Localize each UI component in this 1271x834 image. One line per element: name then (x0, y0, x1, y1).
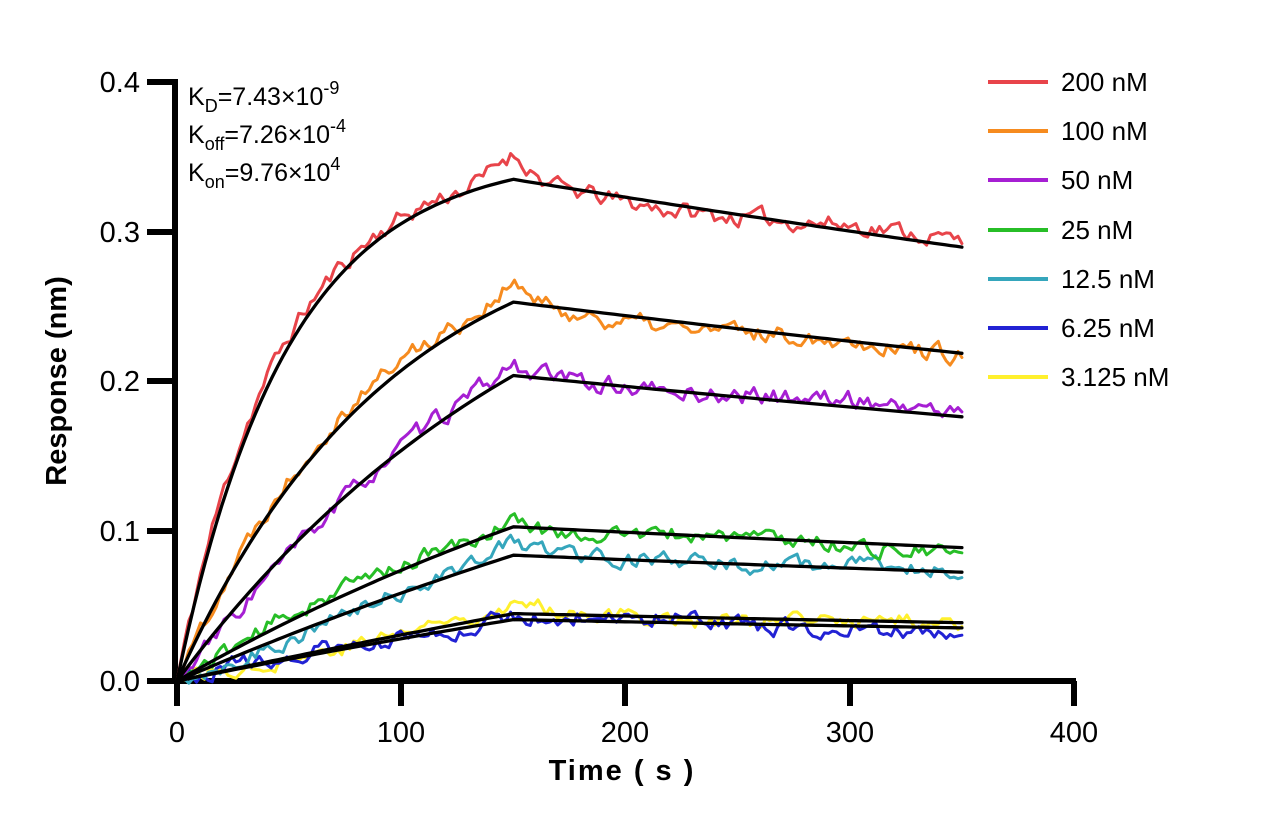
fit-line-12.5-nM (175, 553, 964, 683)
x-tick-labels: 0 100 200 300 400 (169, 717, 1098, 749)
x-tick-label: 200 (601, 717, 649, 749)
legend-item: 6.25 nM (988, 313, 1155, 343)
legend-label: 50 nM (1061, 165, 1133, 195)
fit-line-100-nM (175, 300, 964, 683)
kon-annotation: Kon=9.76×104 (188, 154, 340, 192)
x-axis-title: Time ( s ) (549, 755, 696, 787)
legend-item: 12.5 nM (988, 264, 1155, 294)
fit-line-3.125-nM (175, 611, 964, 683)
legend-item: 25 nM (988, 215, 1133, 245)
legend-label: 6.25 nM (1061, 313, 1155, 343)
y-tick-label: 0.4 (100, 67, 140, 99)
fit-lines (175, 177, 964, 683)
fit-line-6.25-nM (175, 617, 964, 683)
legend-label: 25 nM (1061, 215, 1133, 245)
fit-line-25-nM (175, 525, 964, 683)
y-tick-label: 0.2 (100, 366, 140, 398)
trace-3.125-nM (175, 598, 964, 683)
x-tick-label: 400 (1050, 717, 1098, 749)
y-axis-title: Response (nm) (41, 276, 73, 485)
y-tick-label: 0.3 (100, 217, 140, 249)
y-tick-label: 0.0 (100, 666, 140, 698)
x-tick-label: 0 (169, 717, 185, 749)
x-tick-label: 300 (826, 717, 874, 749)
koff-annotation: Koff=7.26×10-4 (188, 116, 346, 154)
legend-item: 50 nM (988, 165, 1133, 195)
legend-item: 100 nM (988, 116, 1148, 146)
x-tick-label: 100 (377, 717, 425, 749)
legend-label: 200 nM (1061, 67, 1148, 97)
legend-label: 100 nM (1061, 116, 1148, 146)
legend-label: 3.125 nM (1061, 362, 1169, 392)
legend-item: 200 nM (988, 67, 1148, 97)
trace-200-nM (175, 152, 964, 683)
kd-annotation: KD=7.43×10-9 (188, 78, 339, 116)
data-traces (175, 152, 964, 685)
kinetics-annotations: KD=7.43×10-9 Koff=7.26×10-4 Kon=9.76×104 (188, 78, 346, 192)
axes (147, 79, 1077, 706)
legend-label: 12.5 nM (1061, 264, 1155, 294)
y-tick-label: 0.1 (100, 516, 140, 548)
fit-line-200-nM (175, 177, 964, 683)
y-tick-labels: 0.4 0.3 0.2 0.1 0.0 (100, 67, 140, 698)
legend-item: 3.125 nM (988, 362, 1169, 392)
legend: 200 nM 100 nM 50 nM 25 nM 12.5 nM 6.25 n… (988, 67, 1169, 392)
fit-line-50-nM (175, 373, 964, 683)
